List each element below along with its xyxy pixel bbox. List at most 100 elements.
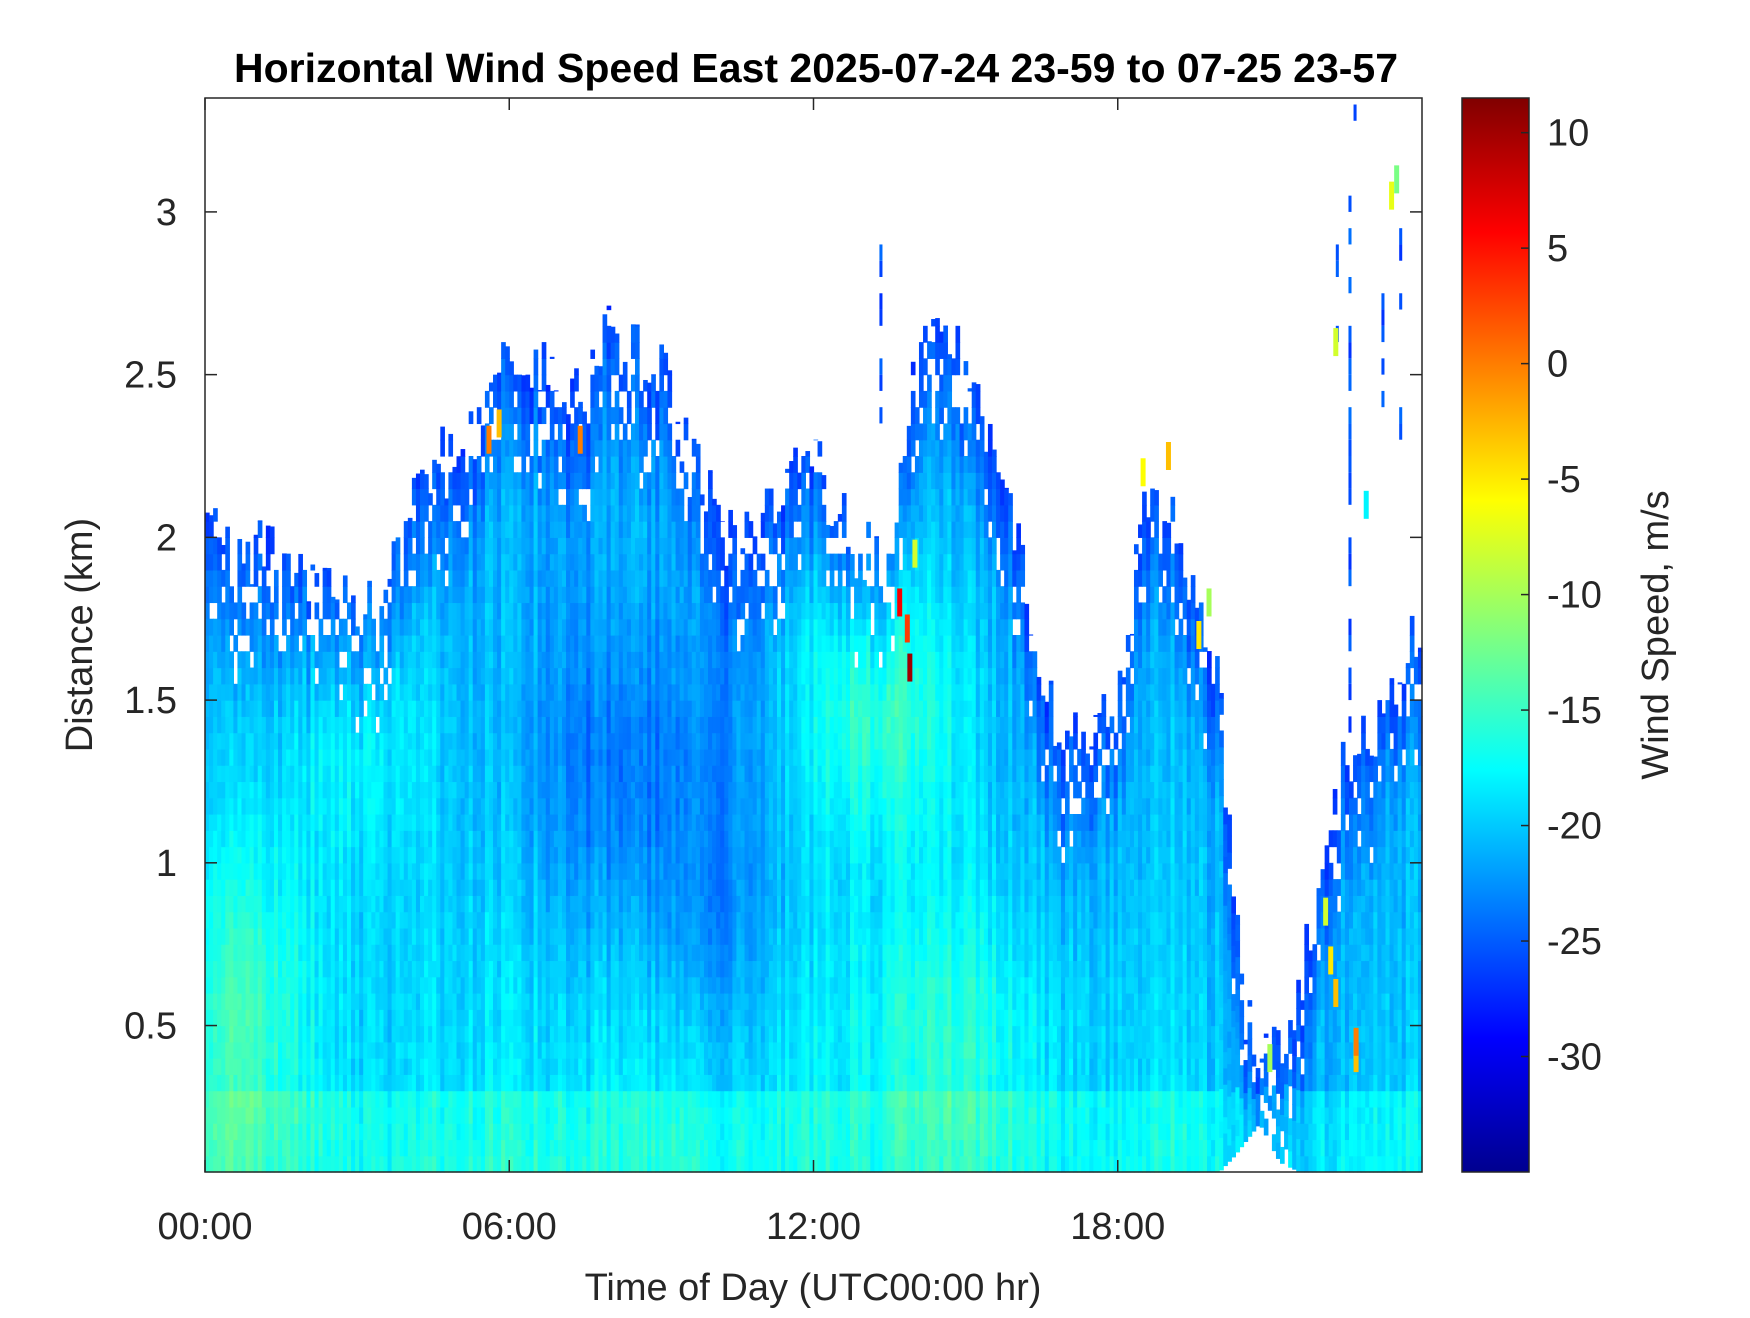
heatmap-cell [553, 879, 559, 896]
heatmap-cell [626, 862, 632, 880]
heatmap-cell [269, 830, 275, 848]
heatmap-cell [497, 537, 502, 555]
heatmap-cell [436, 911, 441, 929]
heatmap-cell [484, 993, 490, 1010]
heatmap-cell [351, 618, 356, 636]
heatmap-cell [310, 846, 316, 864]
heatmap-cell [525, 879, 531, 896]
heatmap-cell [476, 569, 482, 587]
heatmap-cell [655, 879, 660, 896]
heatmap-cell [513, 586, 518, 604]
heatmap-cell [553, 602, 559, 620]
heatmap-cell [229, 1074, 234, 1092]
heatmap-cell [286, 830, 291, 848]
heatmap-cell [399, 1074, 405, 1092]
heatmap-cell [635, 797, 640, 815]
heatmap-cell [655, 472, 660, 490]
heatmap-cell [561, 635, 567, 652]
heatmap-cell [557, 862, 563, 880]
heatmap-cell [643, 407, 648, 425]
heatmap-cell [630, 618, 636, 636]
heatmap-cell [225, 862, 230, 880]
heatmap-cell [557, 732, 563, 750]
heatmap-cell [651, 439, 656, 457]
heatmap-cell [265, 1074, 271, 1092]
heatmap-cell [432, 459, 437, 473]
heatmap-cell [602, 814, 608, 831]
heatmap-cell [338, 1025, 344, 1043]
heatmap-cell [217, 944, 222, 962]
heatmap-cell [460, 569, 466, 587]
heatmap-cell [493, 488, 498, 506]
heatmap-cell [294, 846, 299, 864]
heatmap-cell [209, 700, 214, 717]
heatmap-cell [561, 895, 567, 913]
heatmap-cell [647, 618, 652, 636]
heatmap-cell [663, 456, 669, 473]
heatmap-cell [314, 602, 320, 620]
heatmap-cell [525, 1009, 531, 1027]
heatmap-cell [278, 993, 283, 1010]
heatmap-cell [622, 976, 628, 994]
heatmap-cell [310, 797, 316, 815]
heatmap-cell [590, 569, 596, 587]
heatmap-cell [359, 765, 364, 783]
heatmap-cell [610, 765, 616, 783]
heatmap-cell [582, 1025, 587, 1043]
heatmap-cell [570, 993, 575, 1010]
heatmap-cell [630, 1155, 636, 1173]
heatmap-cell [306, 635, 312, 652]
heatmap-cell [488, 586, 494, 604]
heatmap-cell [582, 586, 587, 604]
heatmap-cell [375, 927, 381, 945]
heatmap-cell [241, 993, 247, 1010]
heatmap-cell [651, 765, 656, 783]
heatmap-cell [452, 553, 458, 571]
heatmap-cell [326, 683, 332, 701]
heatmap-cell [513, 895, 518, 913]
heatmap-cell [675, 553, 681, 571]
heatmap-cell [318, 700, 324, 717]
heatmap-cell [659, 1041, 665, 1059]
heatmap-cell [403, 993, 409, 1010]
heatmap-cell [505, 1074, 510, 1092]
heatmap-cell [294, 1074, 299, 1092]
heatmap-cell [225, 1009, 230, 1027]
heatmap-cell [464, 1106, 470, 1124]
heatmap-cell [282, 732, 287, 750]
heatmap-cell [671, 879, 677, 896]
heatmap-cell [257, 895, 263, 913]
heatmap-cell [253, 830, 259, 848]
heatmap-cell [639, 635, 644, 652]
heatmap-cell [306, 1009, 312, 1027]
heatmap-cell [415, 797, 421, 815]
heatmap-cell [359, 911, 364, 929]
heatmap-cell [383, 927, 389, 945]
heatmap-cell [310, 1090, 316, 1108]
heatmap-cell [294, 814, 299, 831]
heatmap-cell [468, 553, 474, 571]
heatmap-cell [273, 1090, 279, 1108]
heatmap-cell [399, 781, 405, 799]
heatmap-cell [493, 651, 498, 669]
heatmap-cell [310, 651, 316, 669]
heatmap-cell [359, 960, 364, 978]
heatmap-cell [582, 846, 587, 864]
heatmap-cell [590, 504, 596, 522]
heatmap-cell [497, 846, 502, 864]
heatmap-cell [363, 1009, 368, 1027]
heatmap-cell [278, 748, 283, 766]
heatmap-cell [383, 1139, 389, 1157]
heatmap-cell [233, 830, 239, 848]
heatmap-cell [557, 927, 563, 945]
heatmap-cell [282, 911, 287, 929]
heatmap-cell [237, 765, 243, 783]
heatmap-cell [253, 667, 259, 685]
heatmap-cell [432, 993, 437, 1010]
heatmap-cell [229, 911, 234, 929]
heatmap-cell [440, 683, 445, 701]
heatmap-cell [505, 635, 510, 652]
heatmap-cell [338, 765, 344, 783]
heatmap-cell [217, 797, 222, 815]
heatmap-cell [643, 895, 648, 913]
